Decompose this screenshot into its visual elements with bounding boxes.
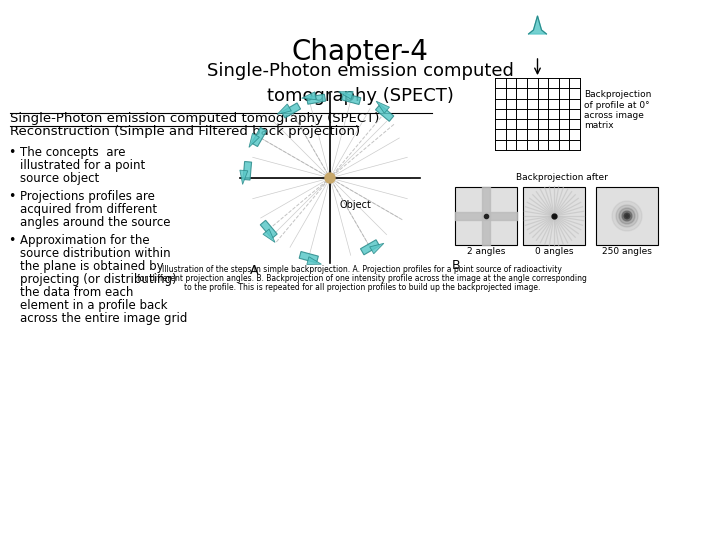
Polygon shape: [251, 127, 266, 146]
Text: Single-Photon emission computed tomography (SPECT): Single-Photon emission computed tomograp…: [10, 112, 379, 125]
Text: Object: Object: [340, 200, 372, 210]
Text: 250 angles: 250 angles: [602, 247, 652, 256]
Text: Projections profiles are: Projections profiles are: [20, 190, 155, 203]
Polygon shape: [300, 252, 318, 263]
Text: Approximation for the: Approximation for the: [20, 234, 150, 247]
Text: B: B: [452, 259, 461, 272]
Text: Backprojection
of profile at 0°
across image
matrix: Backprojection of profile at 0° across i…: [584, 90, 652, 131]
Polygon shape: [376, 101, 390, 113]
Text: the data from each: the data from each: [20, 286, 133, 299]
Text: acquired from different: acquired from different: [20, 203, 157, 216]
Text: A: A: [250, 264, 258, 277]
Text: source distribution within: source distribution within: [20, 247, 171, 260]
Polygon shape: [240, 170, 248, 184]
Text: for different projection angles. B. Backprojection of one intensity profile acro: for different projection angles. B. Back…: [137, 274, 587, 283]
Polygon shape: [243, 161, 251, 180]
Text: angles around the source: angles around the source: [20, 216, 171, 229]
Polygon shape: [361, 240, 379, 255]
Text: The concepts  are: The concepts are: [20, 146, 125, 159]
Text: Chapter-4: Chapter-4: [292, 38, 428, 66]
Text: •: •: [8, 234, 15, 247]
Polygon shape: [307, 94, 325, 104]
Text: •: •: [8, 146, 15, 159]
Polygon shape: [249, 133, 259, 147]
Text: across the entire image grid: across the entire image grid: [20, 312, 187, 325]
Circle shape: [626, 214, 629, 218]
Text: •: •: [8, 190, 15, 203]
Circle shape: [619, 208, 635, 224]
Text: Single-Photon emission computed
tomography (SPECT): Single-Photon emission computed tomograp…: [207, 62, 513, 105]
Text: to the profile. This is repeated for all projection profiles to build up the bac: to the profile. This is repeated for all…: [184, 283, 540, 292]
Bar: [523, 187, 585, 245]
Circle shape: [622, 211, 632, 221]
Text: 2 angles: 2 angles: [467, 247, 505, 256]
Polygon shape: [341, 93, 361, 105]
Text: the plane is obtained by: the plane is obtained by: [20, 260, 163, 273]
Bar: [455, 187, 517, 245]
Circle shape: [616, 205, 638, 227]
Bar: [596, 187, 658, 245]
Polygon shape: [277, 104, 292, 114]
Text: projecting (or distributing): projecting (or distributing): [20, 273, 176, 286]
Polygon shape: [370, 244, 384, 254]
Polygon shape: [307, 256, 321, 265]
Text: source object: source object: [20, 172, 99, 185]
Polygon shape: [376, 104, 394, 122]
Polygon shape: [528, 16, 546, 34]
Text: Reconstruction (Simple and Filtered back projection): Reconstruction (Simple and Filtered back…: [10, 125, 360, 138]
Polygon shape: [260, 220, 277, 239]
Circle shape: [624, 213, 630, 219]
Text: illustrated for a point: illustrated for a point: [20, 159, 145, 172]
Text: element in a profile back: element in a profile back: [20, 299, 168, 312]
Text: Illustration of the steps in simple backprojection. A. Projection profiles for a: Illustration of the steps in simple back…: [162, 265, 562, 274]
Polygon shape: [302, 92, 316, 100]
Circle shape: [612, 201, 642, 231]
Text: 0 angles: 0 angles: [535, 247, 573, 256]
Circle shape: [325, 173, 335, 183]
Polygon shape: [263, 229, 275, 242]
Polygon shape: [282, 103, 300, 118]
Polygon shape: [338, 92, 354, 99]
Text: Backprojection after: Backprojection after: [516, 173, 608, 182]
